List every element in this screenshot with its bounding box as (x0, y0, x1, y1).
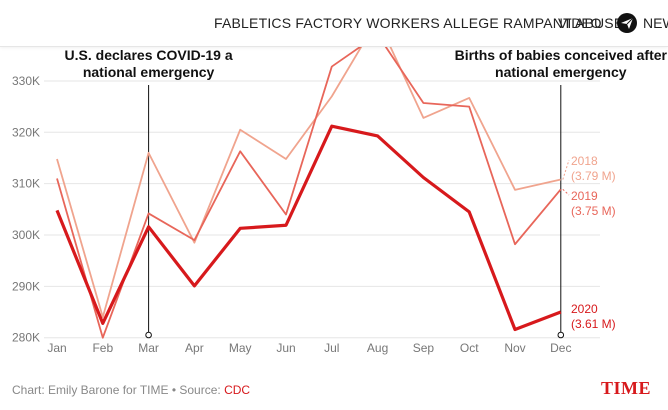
time-logo[interactable]: TIME (600, 378, 651, 398)
series-label-total: (3.79 M) (571, 169, 616, 183)
y-tick-label: 310K (12, 177, 40, 191)
source-link[interactable]: CDC (224, 383, 251, 397)
label-leader-2019 (562, 188, 570, 196)
series-label-name: 2020 (571, 302, 598, 316)
annotation-text: national emergency (495, 64, 627, 80)
series-label-name: 2018 (571, 154, 598, 168)
y-tick-label: 300K (12, 228, 40, 242)
y-tick-label: 280K (12, 331, 40, 345)
x-tick-label: Oct (460, 341, 479, 355)
series-label-name: 2019 (571, 189, 598, 203)
video-link[interactable]: VIDEO (558, 15, 602, 31)
x-tick-label: May (229, 341, 252, 355)
annotation-text: U.S. declares COVID-19 a (65, 47, 233, 63)
y-axis-ticks: 280K 290K 300K 310K 320K 330K (12, 74, 40, 345)
series-label-total: (3.75 M) (571, 204, 616, 218)
paper-plane-icon[interactable] (617, 13, 637, 33)
series-label-total: (3.61 M) (571, 317, 616, 331)
x-tick-label: Feb (92, 341, 113, 355)
series-line-2019 (56, 33, 562, 339)
annotation-marker (145, 331, 152, 339)
x-tick-label: Nov (504, 341, 525, 355)
annotation-text: national emergency (83, 64, 215, 80)
series-line-2020 (55, 124, 562, 332)
series-lines (55, 18, 562, 339)
label-leader-2018 (562, 159, 570, 180)
chart-credit: Chart: Emily Barone for TIME • Source: C… (12, 383, 250, 397)
credit-text: Chart: Emily Barone for TIME • Source: (12, 383, 225, 397)
annotation-marker (557, 331, 565, 339)
x-tick-label: Dec (550, 341, 571, 355)
x-tick-label: Sep (413, 341, 435, 355)
headline-link[interactable]: FABLETICS FACTORY WORKERS ALLEGE RAMPANT… (214, 15, 624, 31)
top-navigation-bar: FABLETICS FACTORY WORKERS ALLEGE RAMPANT… (0, 0, 668, 47)
x-tick-label: Apr (185, 341, 204, 355)
x-axis-ticks: Jan Feb Mar Apr May Jun Jul Aug Sep Oct Nov Dec (47, 341, 571, 355)
x-tick-label: Aug (367, 341, 388, 355)
series-line-2018 (56, 18, 561, 319)
annotation-text: Births of babies conceived after (455, 47, 668, 63)
y-tick-label: 320K (12, 125, 40, 139)
news-link[interactable]: NEWS (643, 15, 668, 31)
gridlines (44, 80, 600, 339)
y-tick-label: 330K (12, 74, 40, 88)
x-tick-label: Jul (324, 341, 339, 355)
x-tick-label: Jan (47, 341, 66, 355)
series-labels: 2018(3.79 M) 2019(3.75 M) 2020(3.61 M) (562, 154, 616, 331)
x-tick-label: Jun (276, 341, 295, 355)
x-tick-label: Mar (138, 341, 159, 355)
y-tick-label: 290K (12, 279, 40, 293)
